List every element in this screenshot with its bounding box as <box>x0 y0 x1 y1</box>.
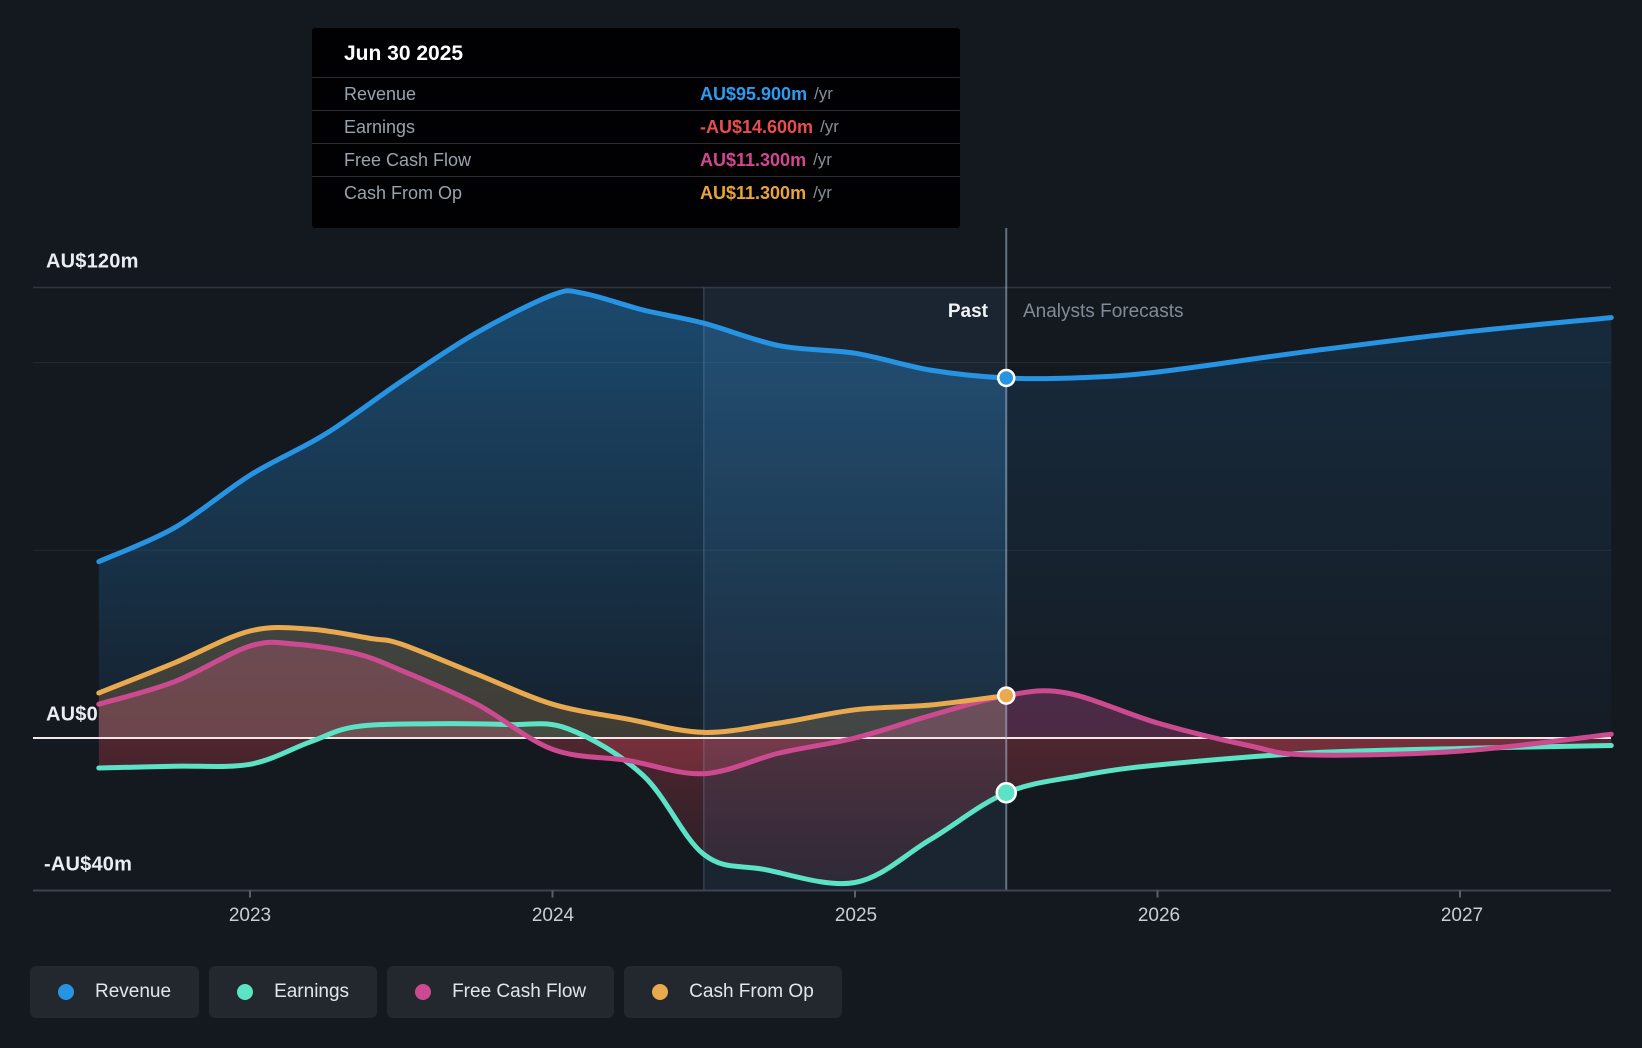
tooltip-row-suffix: /yr <box>820 117 839 136</box>
cash-from-op-line <box>96 625 1009 735</box>
highlight-band <box>703 287 1007 891</box>
tooltip-row-label: Revenue <box>344 83 417 104</box>
revenue-dot-icon <box>58 984 74 1000</box>
past-label: Past <box>947 301 988 322</box>
y-axis-label-0: AU$0 <box>46 703 98 726</box>
tooltip-row-suffix: /yr <box>814 84 833 103</box>
cash-from-op-marker[interactable] <box>997 686 1016 705</box>
y-axis-label-neg40: -AU$40m <box>44 853 133 876</box>
legend-item-label: Cash From Op <box>689 981 814 1002</box>
revenue-area-forecast <box>1006 317 1612 738</box>
earnings-area-negative <box>98 738 1612 884</box>
earnings-marker[interactable] <box>995 782 1017 804</box>
tooltip-row-suffix: /yr <box>813 183 832 202</box>
x-axis-label-2025: 2025 <box>834 905 878 926</box>
cash-from-op-dot-icon <box>652 984 669 1000</box>
free-cash-flow-dot-icon <box>415 984 432 1000</box>
legend-item-earnings[interactable]: Earnings <box>209 966 378 1018</box>
legend-item-label: Free Cash Flow <box>452 981 587 1002</box>
x-axis-label-2027: 2027 <box>1440 905 1484 926</box>
x-axis-label-2026: 2026 <box>1137 905 1181 926</box>
tooltip-row-label: Earnings <box>344 116 416 137</box>
tooltip: Jun 30 2025 Revenue AU$95.900m/yr Earnings… <box>312 28 960 228</box>
x-axis-label-2024: 2024 <box>531 905 575 926</box>
legend-item-revenue[interactable]: Revenue <box>30 966 200 1018</box>
tooltip-row-suffix: /yr <box>813 150 832 169</box>
fcf-area-negative <box>98 738 1612 774</box>
earnings-area-positive <box>98 723 1612 738</box>
tooltip-row-label: Free Cash Flow <box>344 149 472 170</box>
earnings-line <box>96 721 1614 887</box>
tooltip-row-value: AU$11.300m <box>700 149 807 170</box>
tooltip-row-label: Cash From Op <box>344 182 463 203</box>
tooltip-row-revenue: Revenue AU$95.900m/yr <box>312 77 960 110</box>
earnings-dot-icon <box>237 984 254 1000</box>
tooltip-row-free-cash-flow: Free Cash Flow AU$11.300m/yr <box>312 143 960 176</box>
y-axis-label-120: AU$120m <box>46 250 139 273</box>
tooltip-row-value: AU$11.300m <box>700 182 807 203</box>
legend-item-free-cash-flow[interactable]: Free Cash Flow <box>387 966 615 1018</box>
fcf-area-positive <box>98 642 1612 738</box>
tooltip-row-value: AU$95.900m <box>700 83 808 104</box>
tooltip-row-cash-from-op: Cash From Op AU$11.300m/yr <box>312 176 960 209</box>
x-axis-label-2023: 2023 <box>228 905 272 926</box>
free-cash-flow-line <box>96 639 1614 777</box>
tooltip-rows: Revenue AU$95.900m/yr Earnings -AU$14.600m /… <box>312 77 960 209</box>
legend: Revenue Earnings Free Cash Flow Cash From O… <box>30 966 842 1018</box>
revenue-line <box>96 288 1614 565</box>
tooltip-row-earnings: Earnings -AU$14.600m/yr <box>312 110 960 143</box>
revenue-area-past <box>98 290 1007 738</box>
legend-item-label: Revenue <box>95 981 172 1002</box>
tooltip-row-value: -AU$14.600m <box>700 116 814 137</box>
legend-item-cash-from-op[interactable]: Cash From Op <box>624 966 842 1018</box>
analysts-forecasts-label: Analysts Forecasts <box>1023 301 1184 322</box>
tooltip-date-title: Jun 30 2025 <box>344 42 464 65</box>
legend-item-label: Earnings <box>274 981 350 1002</box>
revenue-marker[interactable] <box>997 368 1016 388</box>
cashop-area-positive <box>98 627 1007 738</box>
